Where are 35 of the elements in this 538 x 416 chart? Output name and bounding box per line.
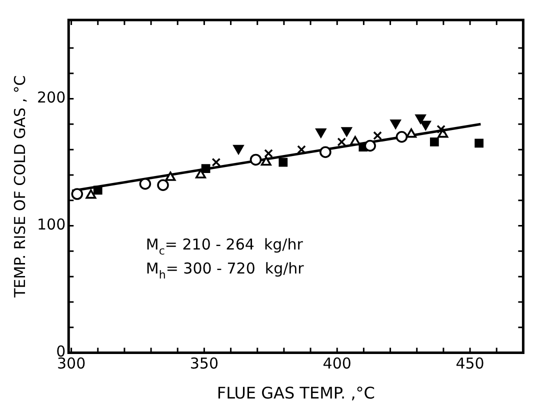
point bbox=[415, 114, 426, 124]
point bbox=[320, 146, 332, 158]
point bbox=[316, 128, 326, 138]
point bbox=[264, 148, 273, 158]
point bbox=[396, 130, 408, 143]
point bbox=[341, 127, 352, 136]
point bbox=[250, 154, 262, 166]
point bbox=[420, 120, 431, 130]
point bbox=[201, 164, 210, 174]
point bbox=[297, 145, 306, 154]
point bbox=[337, 138, 346, 146]
x-tick-label: 350 bbox=[190, 354, 219, 373]
point bbox=[390, 119, 401, 129]
y-tick-label: 100 bbox=[36, 216, 66, 234]
point bbox=[278, 158, 288, 167]
x-tick-label: 400 bbox=[322, 354, 352, 373]
point bbox=[430, 138, 439, 146]
point bbox=[212, 158, 221, 167]
point bbox=[364, 140, 376, 152]
point bbox=[86, 189, 96, 199]
point bbox=[350, 136, 360, 146]
point bbox=[93, 186, 102, 195]
point bbox=[260, 156, 272, 166]
point bbox=[233, 144, 244, 154]
point bbox=[196, 169, 206, 178]
point bbox=[157, 179, 169, 192]
y-axis-title: TEMP. RISE OF COLD GAS , °C bbox=[10, 75, 29, 299]
x-axis-title: FLUE GAS TEMP. ,°C bbox=[216, 384, 375, 403]
point bbox=[373, 131, 382, 140]
point bbox=[71, 188, 84, 200]
y-tick-label: 200 bbox=[36, 88, 66, 107]
point bbox=[436, 124, 446, 134]
point bbox=[165, 172, 176, 181]
point bbox=[474, 138, 484, 148]
x-tick-label: 450 bbox=[456, 354, 484, 373]
